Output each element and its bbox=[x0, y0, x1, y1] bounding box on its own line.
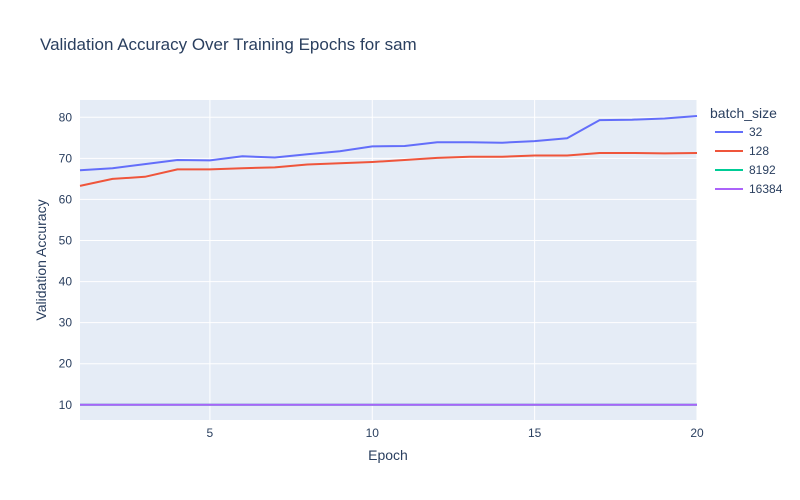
series-line-128 bbox=[79, 152, 698, 187]
x-tick-label: 20 bbox=[690, 426, 704, 440]
legend: batch_size 32 128 8192 16384 bbox=[710, 105, 783, 196]
legend-label-8192: 8192 bbox=[749, 163, 776, 177]
y-tick-label: 50 bbox=[59, 233, 73, 247]
y-tick-label: 10 bbox=[59, 398, 73, 412]
x-tick-label: 15 bbox=[528, 426, 542, 440]
axis-ticks: 10 20 30 40 50 60 70 80 5 10 15 20 bbox=[59, 110, 704, 440]
legend-title: batch_size bbox=[710, 105, 777, 121]
y-tick-label: 30 bbox=[59, 316, 73, 330]
y-tick-label: 40 bbox=[59, 275, 73, 289]
y-tick-label: 20 bbox=[59, 357, 73, 371]
chart-title: Validation Accuracy Over Training Epochs… bbox=[40, 35, 417, 54]
y-tick-label: 70 bbox=[59, 151, 73, 165]
x-tick-label: 10 bbox=[366, 426, 380, 440]
x-tick-label: 5 bbox=[207, 426, 214, 440]
y-axis-title: Validation Accuracy bbox=[33, 199, 49, 320]
legend-label-128: 128 bbox=[749, 144, 769, 158]
plot-area bbox=[80, 100, 697, 420]
series-lines bbox=[79, 115, 698, 406]
legend-label-32: 32 bbox=[749, 125, 763, 139]
y-tick-label: 60 bbox=[59, 192, 73, 206]
y-tick-label: 80 bbox=[59, 110, 73, 124]
legend-label-16384: 16384 bbox=[749, 182, 783, 196]
x-axis-title: Epoch bbox=[368, 447, 408, 463]
series-line-32 bbox=[79, 115, 698, 172]
